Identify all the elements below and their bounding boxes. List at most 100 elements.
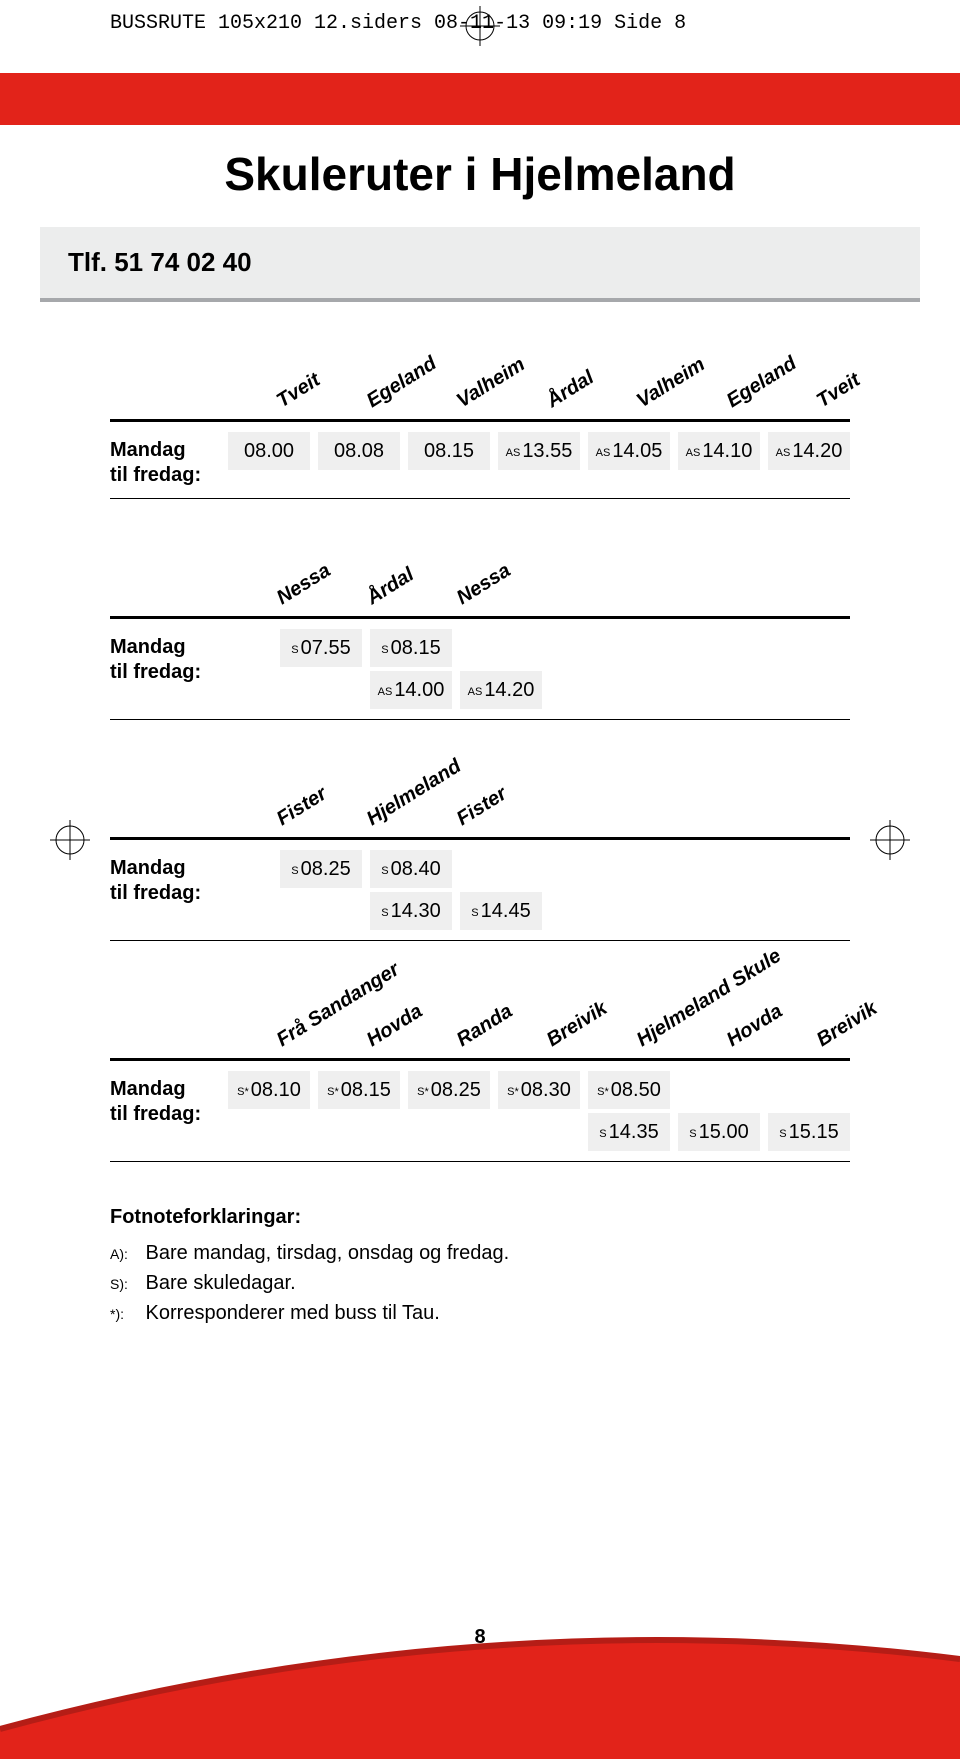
time-value: 14.00 [394,679,444,702]
time-cell: S*08.10 [228,1071,310,1109]
footnote-item: S): Bare skuledagar. [110,1268,850,1298]
timetable-section: Frå SandangerHovdaRandaBreivikHjelmeland… [110,1001,850,1162]
time-cell [318,1113,400,1151]
time-value: 13.55 [522,440,572,463]
time-cell: AS14.10 [678,432,760,470]
row-label: Mandagtil fredag: [110,1071,228,1151]
column-header-label: Breivik [813,997,882,1052]
column-header-label: Årdal [543,366,599,413]
cell-row: S14.35S15.00S15.15 [228,1113,850,1151]
column-header-label: Fister [273,783,331,831]
cell-row: S07.55S08.15 [280,629,542,667]
time-value: 14.20 [484,679,534,702]
footnotes-title: Fotnoteforklaringar: [110,1202,850,1232]
time-cell [768,1071,850,1109]
time-cell: S14.35 [588,1113,670,1151]
time-value: 08.15 [391,637,441,660]
column-header-label: Egeland [363,352,441,413]
time-cell [228,1113,310,1151]
time-cell: S14.30 [370,892,452,930]
timetable-row: Mandagtil fredag:S*08.10S*08.15S*08.25S*… [110,1071,850,1151]
cell-row: S14.30S 14.45 [280,892,542,930]
time-value: 08.08 [334,440,384,463]
timetable-section: TveitEgelandValheimÅrdalValheimEgelandTv… [110,362,850,499]
time-cell: S15.15 [768,1113,850,1151]
time-value: 08.00 [244,440,294,463]
timetable-row: Mandagtil fredag:S07.55S08.15AS14.00AS14… [110,629,850,709]
time-cell: S*08.15 [318,1071,400,1109]
timetable-row: Mandagtil fredag:S08.25S08.40S14.30S14.4… [110,850,850,930]
time-prefix: S [599,1125,606,1140]
time-cell: S*08.30 [498,1071,580,1109]
time-cell [498,1113,580,1151]
row-label: Mandagtil fredag: [110,432,228,488]
column-header-label: Tveit [273,369,325,413]
time-cell [678,1071,760,1109]
phone-box: Tlf. 51 74 02 40 [40,227,920,302]
time-value: 07.55 [301,637,351,660]
row-label: Mandagtil fredag: [110,850,280,930]
time-prefix: S* [597,1083,609,1098]
time-cell: AS14.00 [370,671,452,709]
footnote-key: S): [110,1274,140,1295]
footnote-item: *): Korresponderer med buss til Tau. [110,1298,850,1328]
time-cell: S*08.50 [588,1071,670,1109]
footnotes: Fotnoteforklaringar: A): Bare mandag, ti… [110,1202,850,1328]
decorative-curve [0,1579,960,1759]
timetable-row: Mandagtil fredag: 08.00 08.08 08.15 AS13.55 A… [110,432,850,488]
time-value: 08.25 [301,858,351,881]
column-header-label: Hjelmeland [363,755,466,831]
cells-wrap: S08.25S08.40S14.30S14.45 [280,850,542,930]
cells-wrap: 08.0008.0808.15AS13.55AS14.05AS14.10AS14… [228,432,850,488]
page: BUSSRUTE 105x210 12.siders 08-11-13 09:1… [0,0,960,1759]
column-header-label: Nessa [273,559,335,610]
column-header-label: Egeland [723,352,801,413]
time-value: 15.00 [699,1121,749,1144]
time-value: 14.20 [792,440,842,463]
registration-mark-top [460,6,500,46]
time-value: 14.45 [481,900,531,923]
section-divider [110,719,850,720]
footnote-text: Bare skuledagar. [140,1272,296,1294]
time-value: 08.15 [424,440,474,463]
time-prefix: S* [237,1083,249,1098]
time-value: 08.10 [251,1079,301,1102]
time-prefix: AS [378,683,393,698]
time-prefix: S [381,904,388,919]
column-header-label: Hovda [363,1000,427,1052]
time-cell: S*08.25 [408,1071,490,1109]
time-prefix: S [779,1125,786,1140]
time-value: 08.40 [391,858,441,881]
column-header-label: Årdal [363,563,419,610]
cells-wrap: S07.55S08.15AS14.00AS14.20 [280,629,542,709]
time-prefix: S [291,641,298,656]
time-cell: AS13.55 [498,432,580,470]
time-value: 08.15 [341,1079,391,1102]
cell-row: S*08.10S*08.15S*08.25S*08.30S*08.50 [228,1071,850,1109]
time-cell: S15.00 [678,1113,760,1151]
time-cell [408,1113,490,1151]
column-header-label: Breivik [543,997,612,1052]
footnote-key: *): [110,1304,140,1325]
time-value: 14.30 [391,900,441,923]
time-prefix: S [291,862,298,877]
time-prefix: S [381,641,388,656]
column-headers: FisterHjelmelandFister [110,780,850,840]
time-value: 08.30 [521,1079,571,1102]
column-headers: NessaÅrdalNessa [110,559,850,619]
time-cell [460,629,542,667]
registration-mark-right [870,820,910,860]
footnote-item: A): Bare mandag, tirsdag, onsdag og fred… [110,1238,850,1268]
time-cell: S08.25 [280,850,362,888]
time-cell: 08.15 [408,432,490,470]
footnote-text: Bare mandag, tirsdag, onsdag og fredag. [140,1242,509,1264]
column-header-label: Valheim [633,353,710,413]
time-prefix: AS [468,683,483,698]
column-header-label: Fister [453,783,511,831]
time-cell [280,671,362,709]
time-cell [280,892,362,930]
time-cell: 08.00 [228,432,310,470]
page-title: Skuleruter i Hjelmeland [0,147,960,201]
timetable-section: NessaÅrdalNessaMandagtil fredag:S07.55S0… [110,559,850,720]
time-value: 14.10 [702,440,752,463]
